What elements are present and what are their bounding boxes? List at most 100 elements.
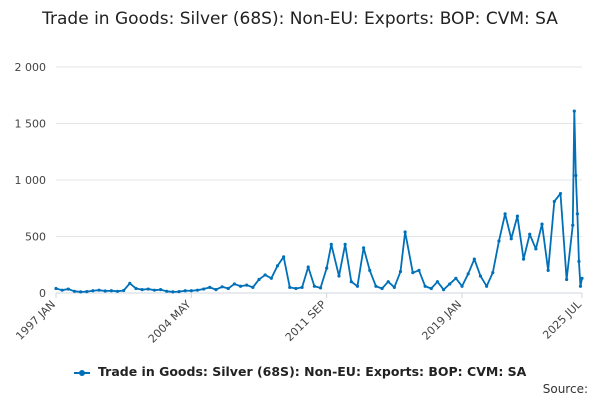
- data-point[interactable]: [146, 287, 150, 291]
- data-point[interactable]: [485, 284, 489, 288]
- data-point[interactable]: [515, 214, 520, 218]
- data-point[interactable]: [578, 284, 583, 288]
- data-point[interactable]: [122, 288, 126, 293]
- data-point[interactable]: [91, 289, 95, 293]
- x-tick-label: 2019 JAN: [419, 298, 464, 343]
- data-point[interactable]: [534, 247, 538, 251]
- data-point[interactable]: [343, 242, 347, 247]
- y-tick-label: 500: [25, 231, 46, 244]
- data-point[interactable]: [503, 212, 507, 216]
- data-point[interactable]: [226, 286, 230, 291]
- data-point[interactable]: [177, 290, 181, 294]
- data-point[interactable]: [245, 283, 249, 287]
- data-point[interactable]: [362, 246, 366, 250]
- data-point[interactable]: [466, 272, 470, 276]
- data-point[interactable]: [423, 284, 427, 288]
- data-point[interactable]: [189, 289, 193, 293]
- data-point[interactable]: [171, 290, 175, 294]
- data-point[interactable]: [60, 288, 64, 292]
- data-point[interactable]: [540, 222, 544, 226]
- data-point[interactable]: [312, 284, 316, 288]
- data-point[interactable]: [282, 255, 286, 259]
- data-point[interactable]: [257, 277, 261, 282]
- data-point[interactable]: [195, 288, 200, 292]
- data-point[interactable]: [183, 289, 187, 293]
- data-point[interactable]: [208, 285, 212, 289]
- data-point[interactable]: [478, 274, 483, 278]
- legend[interactable]: Trade in Goods: Silver (68S): Non-EU: Ex…: [0, 364, 600, 379]
- data-point[interactable]: [115, 289, 120, 293]
- data-point[interactable]: [411, 271, 415, 275]
- data-point[interactable]: [448, 282, 452, 286]
- data-point[interactable]: [140, 288, 144, 292]
- x-tick-label: 2025 JUL: [540, 297, 584, 341]
- data-point[interactable]: [435, 280, 440, 284]
- data-point[interactable]: [269, 276, 273, 280]
- data-point[interactable]: [571, 223, 575, 227]
- legend-line-marker-icon: [73, 367, 90, 379]
- data-point[interactable]: [558, 191, 563, 196]
- data-point[interactable]: [128, 281, 132, 285]
- data-point[interactable]: [306, 265, 310, 269]
- data-point[interactable]: [368, 268, 372, 272]
- data-point[interactable]: [54, 286, 58, 291]
- data-point[interactable]: [398, 269, 403, 274]
- data-point[interactable]: [232, 282, 237, 286]
- data-point[interactable]: [202, 287, 206, 291]
- data-point[interactable]: [552, 199, 556, 204]
- data-point[interactable]: [337, 274, 341, 278]
- data-point[interactable]: [349, 280, 353, 284]
- data-point[interactable]: [238, 284, 243, 288]
- data-point[interactable]: [72, 289, 77, 293]
- data-point[interactable]: [85, 290, 89, 294]
- data-point[interactable]: [521, 257, 526, 261]
- data-point[interactable]: [509, 237, 513, 241]
- data-point[interactable]: [497, 239, 501, 243]
- data-point[interactable]: [577, 259, 581, 263]
- data-point[interactable]: [325, 266, 329, 270]
- data-point[interactable]: [103, 289, 107, 293]
- data-point[interactable]: [460, 284, 464, 288]
- data-point[interactable]: [392, 285, 396, 289]
- data-point[interactable]: [454, 276, 458, 280]
- data-point[interactable]: [580, 276, 584, 280]
- data-point[interactable]: [288, 285, 292, 289]
- legend-label: Trade in Goods: Silver (68S): Non-EU: Ex…: [98, 364, 527, 379]
- data-point[interactable]: [572, 109, 576, 113]
- data-point[interactable]: [491, 271, 495, 275]
- data-point[interactable]: [300, 285, 304, 289]
- data-point[interactable]: [546, 268, 550, 272]
- data-point[interactable]: [565, 277, 569, 282]
- data-point[interactable]: [294, 286, 298, 291]
- data-point[interactable]: [251, 285, 255, 289]
- data-point[interactable]: [575, 212, 579, 216]
- data-point[interactable]: [97, 288, 101, 292]
- data-point[interactable]: [134, 286, 138, 291]
- data-point[interactable]: [329, 242, 333, 247]
- data-point[interactable]: [386, 280, 390, 284]
- data-point[interactable]: [158, 288, 163, 292]
- data-point[interactable]: [574, 173, 578, 178]
- data-point[interactable]: [417, 268, 421, 272]
- data-point[interactable]: [374, 284, 378, 288]
- data-point[interactable]: [472, 257, 476, 261]
- data-point[interactable]: [429, 286, 433, 291]
- data-point[interactable]: [109, 289, 113, 293]
- data-point[interactable]: [263, 273, 267, 277]
- data-point[interactable]: [403, 230, 407, 234]
- data-point[interactable]: [441, 288, 446, 292]
- data-point[interactable]: [214, 288, 218, 292]
- data-point[interactable]: [152, 288, 157, 292]
- data-point[interactable]: [318, 286, 323, 290]
- x-tick-label: 2004 MAY: [146, 298, 194, 346]
- data-point[interactable]: [355, 284, 360, 288]
- data-point[interactable]: [528, 232, 532, 236]
- data-point[interactable]: [220, 285, 224, 289]
- data-point[interactable]: [165, 289, 169, 293]
- data-point[interactable]: [66, 287, 70, 291]
- chart-title: Trade in Goods: Silver (68S): Non-EU: Ex…: [42, 9, 558, 29]
- data-point[interactable]: [79, 290, 83, 294]
- data-point[interactable]: [275, 264, 280, 268]
- data-point[interactable]: [380, 286, 384, 291]
